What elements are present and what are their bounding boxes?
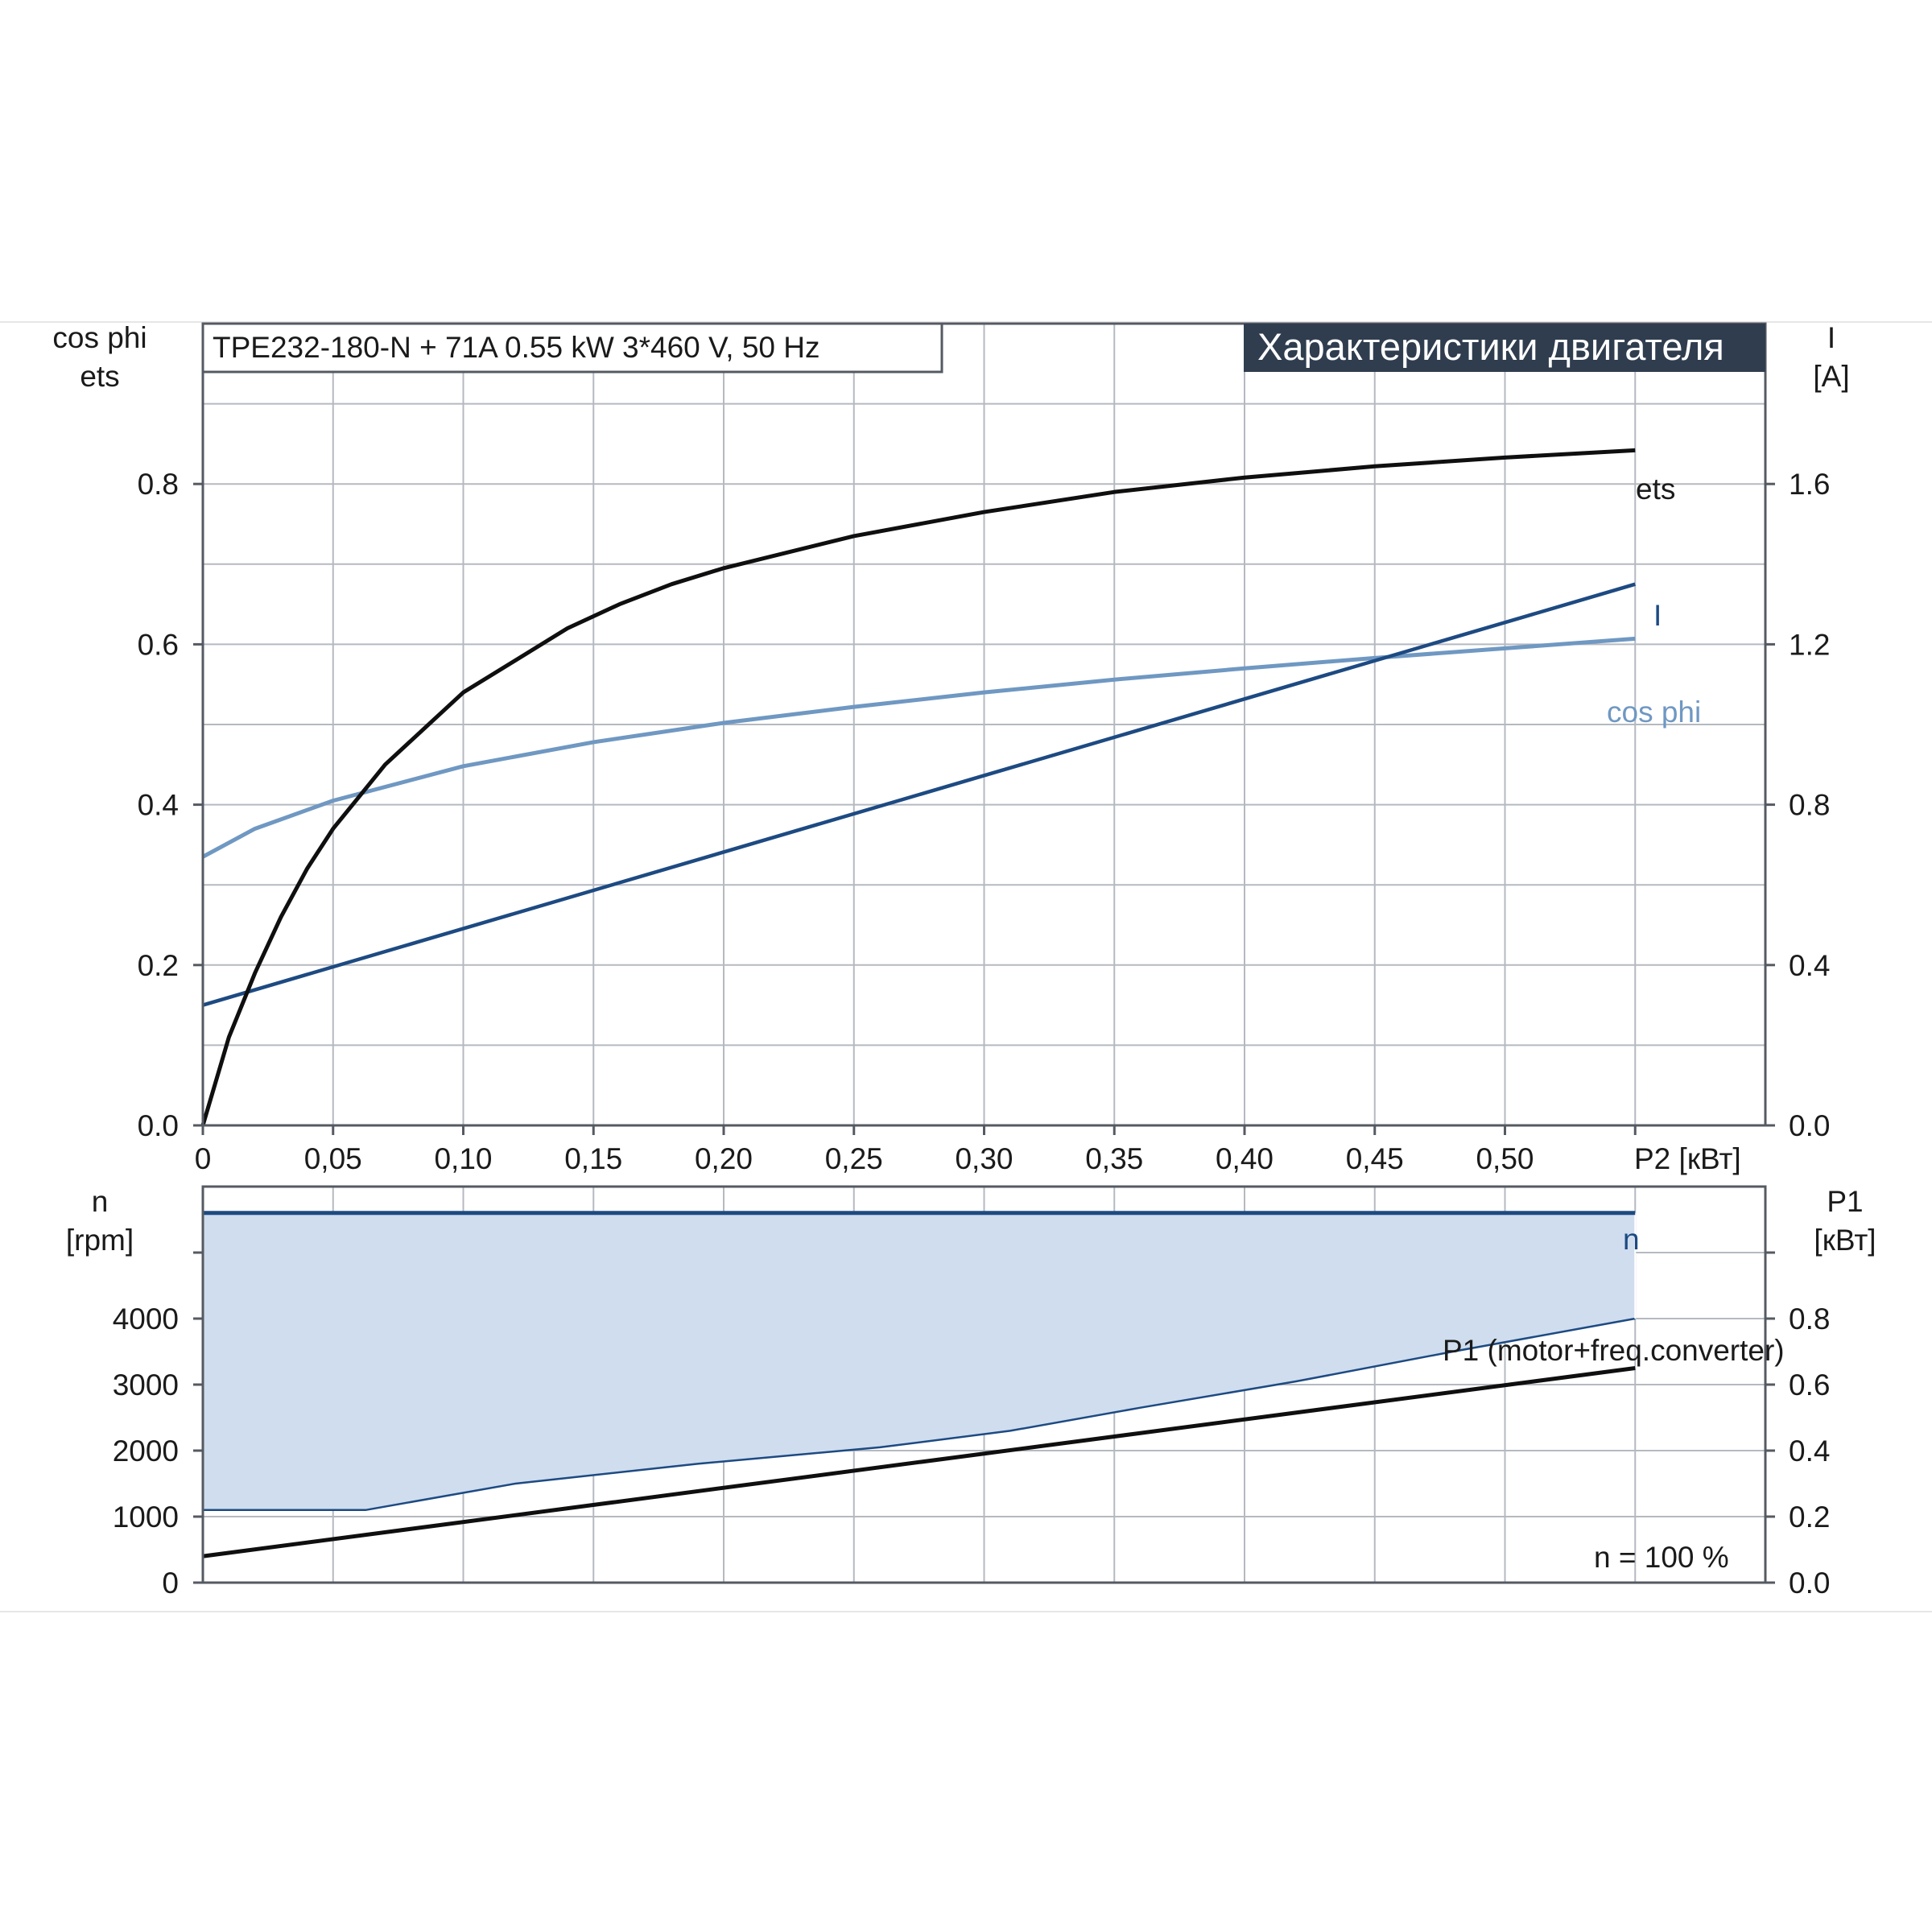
y-right-tick-label: 1.6 [1789,468,1830,501]
x-tick-label: 0,50 [1476,1142,1534,1175]
series-label-ets: ets [1636,473,1675,506]
x-tick-label: 0 [195,1142,212,1175]
y-left-tick-label: 0.0 [138,1109,179,1142]
lower-y-right-tick-label: 0.8 [1789,1302,1830,1335]
x-tick-label: 0,10 [434,1142,492,1175]
upper-plot-series [200,448,1636,1126]
x-axis-label: P2 [кВт] [1634,1142,1741,1175]
x-tick-label: 0,15 [564,1142,622,1175]
speed-band-area [203,1212,1636,1510]
p1-line [202,1366,1636,1558]
y-right-label-line-1: I [1827,321,1835,354]
x-tick-label: 0,25 [825,1142,883,1175]
axis-ticks [193,482,1775,1584]
x-tick-label: 0,40 [1216,1142,1274,1175]
y-left-tick-label: 0.6 [138,628,179,661]
lower-y-left-label-line-1: n [92,1185,109,1218]
lower-y-left-tick-label: 1000 [113,1501,179,1534]
tick-labels: 0 0,05 0,10 0,15 0,20 0,25 0,30 0,35 0,40 0,45 0,5… [113,468,1831,1600]
lower-y-right-tick-label: 0.0 [1789,1567,1830,1600]
y-right-tick-label: 0.8 [1789,789,1830,822]
x-tick-label: 0,30 [955,1142,1013,1175]
y-left-tick-label: 0.2 [138,949,179,982]
speed-operating-band [203,1212,1637,1512]
series-label-cos-phi: cos phi [1607,696,1701,729]
series-label-speed: n [1623,1223,1640,1256]
cos-phi-line [201,636,1636,859]
lower-y-left-tick-label: 0 [162,1567,179,1600]
lower-y-right-tick-label: 0.4 [1789,1435,1830,1468]
ets-line [200,448,1636,1126]
series-label-current: I [1653,599,1662,632]
y-right-tick-label: 0.0 [1789,1109,1830,1142]
y-left-tick-label: 0.4 [138,789,179,822]
x-tick-label: 0,45 [1346,1142,1404,1175]
lower-y-right-label-line-1: P1 [1827,1185,1863,1218]
lower-y-left-tick-label: 3000 [113,1368,179,1402]
y-right-tick-label: 0.4 [1789,949,1830,982]
x-tick-label: 0,20 [695,1142,753,1175]
chart-title-badge [1244,324,1765,372]
chart-title: Характеристики двигателя [1257,325,1724,368]
x-tick-label: 0,05 [304,1142,362,1175]
lower-y-right-tick-label: 0.6 [1789,1368,1830,1402]
current-line [202,582,1636,1007]
model-label: TPE232-180-N + 71A 0.55 kW 3*460 V, 50 H… [213,331,820,364]
lower-y-left-tick-label: 2000 [113,1435,179,1468]
y-left-label-line-1: cos phi [52,321,147,354]
y-left-tick-label: 0.8 [138,468,179,501]
speed-annotation: n = 100 % [1594,1541,1729,1574]
y-right-label-line-2: [A] [1813,360,1849,393]
lower-y-left-tick-label: 4000 [113,1302,179,1335]
p1-upper-limit-line [203,1317,1636,1512]
lower-y-left-label-line-2: [rpm] [66,1224,134,1257]
y-left-label-line-2: ets [80,360,119,393]
lower-y-right-label-line-2: [кВт] [1814,1224,1876,1257]
series-label-p1: P1 (motor+freq.converter) [1443,1334,1785,1367]
lower-plot-series [202,1211,1636,1558]
lower-y-right-tick-label: 0.2 [1789,1501,1830,1534]
model-label-box [201,322,943,374]
upper-plot-grid [203,323,1765,1125]
x-tick-label: 0,35 [1085,1142,1143,1175]
y-right-tick-label: 1.2 [1789,628,1830,661]
